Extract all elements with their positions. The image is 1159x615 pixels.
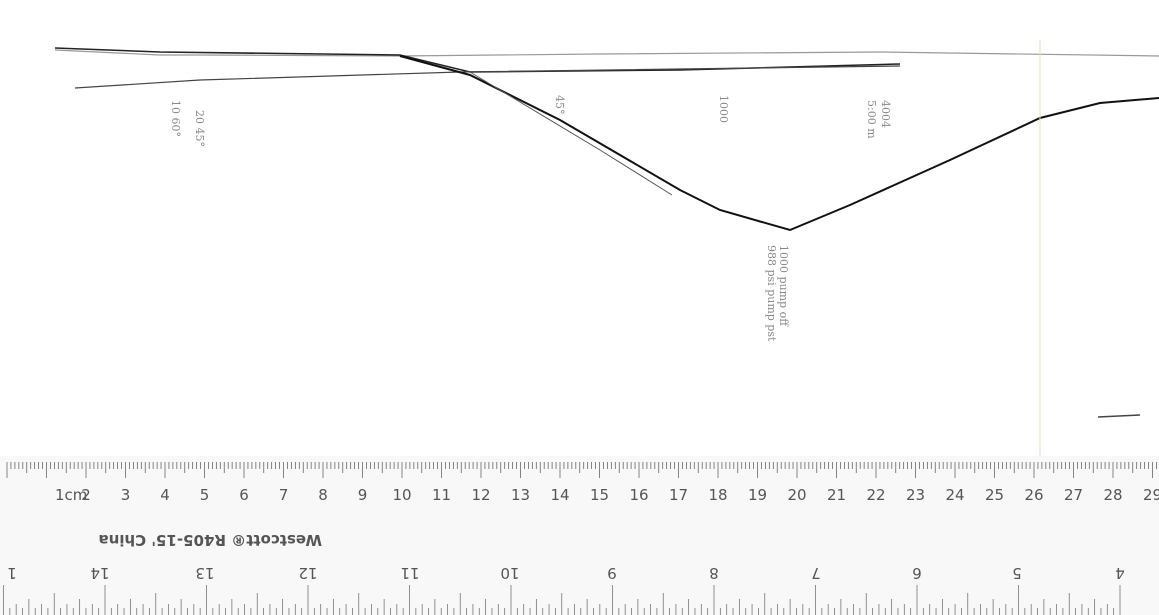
cm-label: 25: [985, 486, 1004, 504]
cm-label: 10: [392, 486, 411, 504]
cm-label: 12: [471, 486, 490, 504]
cm-label: 3: [121, 486, 131, 504]
cm-label: 26: [1024, 486, 1043, 504]
inch-label: 13: [195, 564, 214, 582]
cm-label: 29: [1143, 486, 1159, 504]
inch-label: 11: [400, 564, 419, 582]
cm-label: 28: [1103, 486, 1122, 504]
scan: 1cm Westcott® R405-15' China 23456789101…: [0, 0, 1159, 615]
cm-label: 6: [239, 486, 249, 504]
cm-label: 22: [866, 486, 885, 504]
cm-label: 21: [827, 486, 846, 504]
cm-label: 11: [432, 486, 451, 504]
inch-label: 14: [90, 564, 109, 582]
annotation: 10 60°: [169, 100, 182, 137]
cm-label: 24: [945, 486, 964, 504]
inch-label: 9: [607, 564, 617, 582]
brand: Westcott® R405-15' China: [99, 531, 322, 549]
inch-label: 4: [1115, 564, 1125, 582]
cm-label: 2: [81, 486, 91, 504]
cm-label: 5: [200, 486, 210, 504]
cm-label: 17: [669, 486, 688, 504]
cm-label: 8: [318, 486, 328, 504]
inch-label: 5: [1012, 564, 1022, 582]
cm-label: 20: [787, 486, 806, 504]
annotation: 4004: [879, 100, 892, 128]
annotation: 20 45°: [193, 110, 206, 147]
annotation: 1000: [717, 95, 730, 123]
cm-label: 15: [590, 486, 609, 504]
cm-label: 16: [629, 486, 648, 504]
cm-label: 14: [550, 486, 569, 504]
cm-label: 19: [748, 486, 767, 504]
inch-label: 7: [811, 564, 821, 582]
inch-label: 6: [912, 564, 922, 582]
cm-label: 27: [1064, 486, 1083, 504]
inch-label: 12: [298, 564, 317, 582]
cm-label: 13: [511, 486, 530, 504]
annotation: 45°: [553, 95, 566, 115]
annotation: 5:00 m: [865, 100, 878, 139]
inch-label: 10: [500, 564, 519, 582]
cm-label: 7: [279, 486, 289, 504]
inch-label: 8: [709, 564, 719, 582]
cm-label: 9: [358, 486, 368, 504]
cm-label: 18: [708, 486, 727, 504]
inch-label: 1: [7, 564, 17, 582]
cm-label: 4: [160, 486, 170, 504]
cm-label: 23: [906, 486, 925, 504]
annotation: 988 psi pump pst: [765, 245, 778, 342]
